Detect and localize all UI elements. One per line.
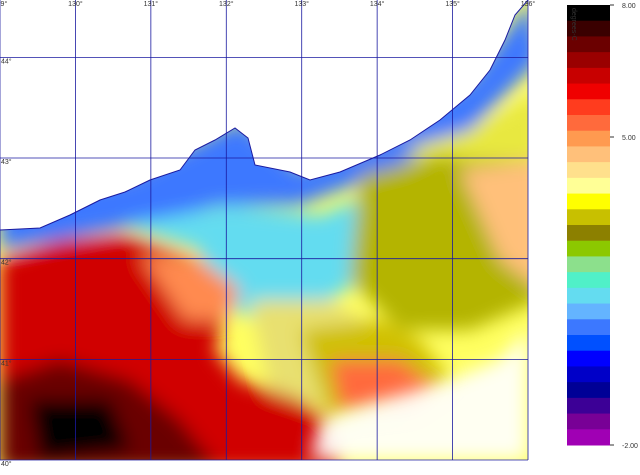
colorbar-swatch <box>567 162 610 179</box>
colorbar-swatch <box>567 52 610 69</box>
graticule: 129° 130° 131° 132° 133° 134° 135° 136° 44° 43° 42… <box>0 0 535 468</box>
colorbar-swatch <box>567 146 610 163</box>
colorbar-swatch <box>567 115 610 132</box>
colorbar-swatch <box>567 177 610 195</box>
lon-label: 134° <box>370 0 385 8</box>
sea-surface <box>0 0 528 460</box>
colorbar-swatch <box>567 287 610 305</box>
colorbar-swatch <box>567 256 610 273</box>
colorbar-swatch <box>567 350 610 367</box>
colorbar-swatch <box>567 429 610 446</box>
lat-label: 43° <box>1 158 12 166</box>
lon-label: 129° <box>0 0 7 8</box>
colorbar-swatch <box>567 5 610 22</box>
lat-label: 44° <box>1 57 12 65</box>
colorbar-swatch <box>567 99 610 116</box>
colorbar-swatch <box>567 130 610 147</box>
colorbar-swatch <box>567 36 610 53</box>
lat-label: 41° <box>1 359 12 367</box>
colorbar-swatch <box>567 225 610 242</box>
colorbar-label: -2.00 <box>622 443 638 450</box>
lon-label: 136° <box>521 0 536 8</box>
lon-label: 130° <box>68 0 83 8</box>
colorbar-swatch <box>567 67 610 85</box>
colorbar-swatch <box>567 240 610 257</box>
colorbar-swatch <box>567 20 610 37</box>
colorbar-label: 8.00 <box>622 3 636 10</box>
colorbar-swatch <box>567 366 610 383</box>
lon-label: 131° <box>144 0 159 8</box>
colorbar-swatch <box>567 272 610 289</box>
colorbar-label: 5.00 <box>622 135 636 142</box>
colorbar-swatch <box>567 397 610 415</box>
lon-label: 132° <box>219 0 234 8</box>
colorbar-swatch <box>567 335 610 352</box>
colorbar: 8.00 5.00 -2.00 <box>567 3 638 450</box>
colorbar-swatch <box>567 303 610 320</box>
colorbar-swatch <box>567 193 610 210</box>
lon-label: 135° <box>445 0 460 8</box>
colorbar-swatch <box>567 382 610 399</box>
lat-label: 42° <box>1 259 12 267</box>
colorbar-swatch <box>567 83 610 100</box>
colorbar-swatch <box>567 319 610 336</box>
colorbar-swatch <box>567 209 610 226</box>
colorbar-swatch <box>567 413 610 430</box>
coastline <box>0 0 529 231</box>
lon-label: 133° <box>294 0 309 8</box>
colorbar-unit: degrees-C <box>570 8 577 41</box>
lat-label: 40° <box>1 460 12 468</box>
